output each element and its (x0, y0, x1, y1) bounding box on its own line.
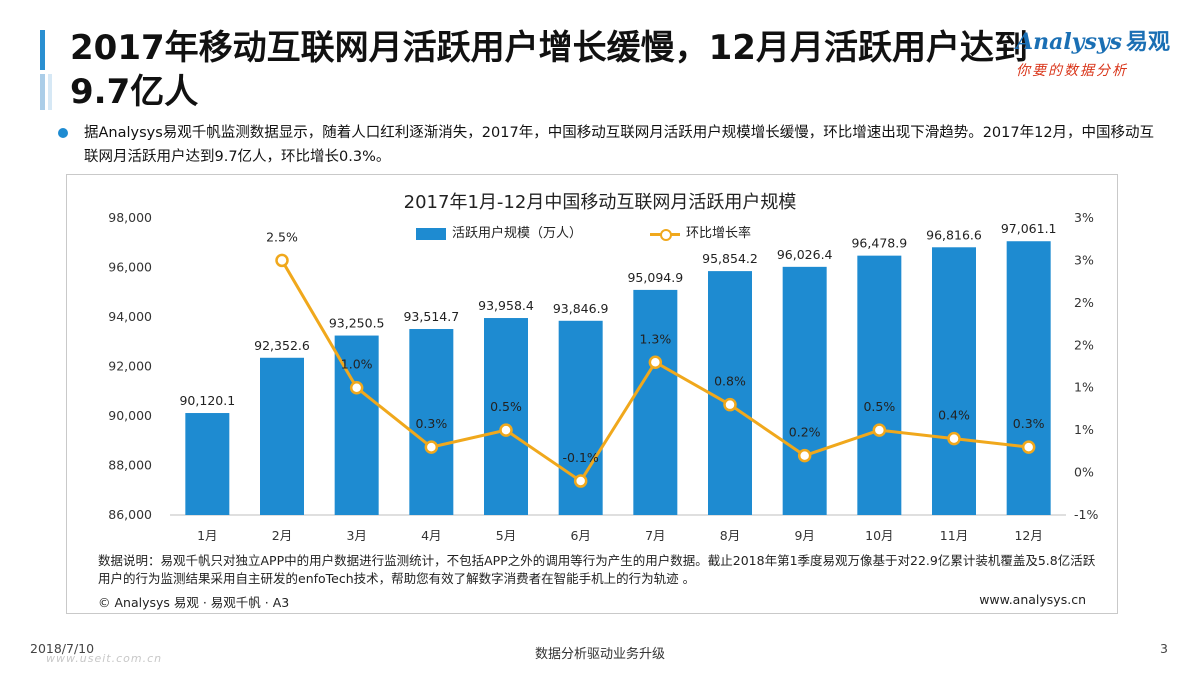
x-tick-label: 12月 (1014, 528, 1042, 543)
legend-bar: 活跃用户规模（万人） (416, 222, 582, 241)
bar-value-label: 90,120.1 (179, 393, 235, 408)
growth-rate-label: 0.5% (863, 399, 895, 414)
x-tick-label: 1月 (197, 528, 217, 543)
bar (409, 329, 454, 515)
y-right-tick-label: 3% (1074, 252, 1094, 267)
growth-rate-point (797, 448, 812, 463)
page-number: 3 (1160, 641, 1168, 656)
summary-text: 据Analysys易观千帆监测数据显示，随着人口红利逐渐消失，2017年，中国移… (84, 125, 1155, 165)
y-left-tick-label: 86,000 (108, 507, 152, 522)
bar-value-label: 93,958.4 (478, 298, 534, 313)
analysys-logo: Analysys 易观 你要的数据分析 (1016, 24, 1176, 84)
bar (484, 318, 528, 515)
growth-rate-point (723, 397, 737, 412)
y-left-tick-label: 94,000 (108, 309, 152, 324)
title-accent-bar (40, 30, 54, 110)
bar (260, 357, 304, 515)
watermark-url: www.useit.com.cn (46, 652, 163, 665)
y-right-tick-label: 1% (1074, 422, 1094, 437)
y-left-tick-label: 90,000 (108, 408, 152, 423)
bar (857, 255, 902, 516)
bar-value-label: 96,816.6 (926, 227, 982, 242)
chart-title: 2017年1月-12月中国移动互联网月活跃用户规模 (403, 192, 797, 213)
bar-value-label: 96,026.4 (777, 247, 833, 262)
legend-line-swatch (650, 228, 680, 241)
summary-block: 据Analysys易观千帆监测数据显示，随着人口红利逐渐消失，2017年，中国移… (58, 121, 1162, 169)
growth-rate-label: 0.4% (938, 408, 970, 423)
x-tick-label: 5月 (496, 528, 516, 543)
x-tick-label: 9月 (794, 528, 814, 543)
y-left-tick-label: 88,000 (108, 458, 152, 473)
y-right-tick-label: 2% (1074, 337, 1094, 352)
logo-brand: Analysys (1016, 29, 1123, 55)
y-right-tick-label: -1% (1074, 507, 1098, 522)
growth-rate-label: 0.3% (415, 416, 447, 431)
growth-rate-point (275, 253, 289, 268)
x-tick-label: 8月 (720, 528, 740, 543)
y-left-tick-label: 96,000 (108, 260, 152, 275)
y-left-tick-label: 98,000 (108, 210, 152, 225)
bar (185, 413, 230, 515)
legend-line: 环比增长率 (650, 222, 751, 241)
bar-value-label: 96,478.9 (851, 236, 907, 251)
growth-rate-label: 1.0% (341, 357, 373, 372)
y-right-tick-label: 3% (1074, 210, 1094, 225)
x-tick-label: 6月 (570, 528, 590, 543)
footer-slogan: 数据分析驱动业务升级 (534, 647, 665, 662)
growth-rate-label: 0.8% (714, 374, 746, 389)
x-tick-label: 2月 (272, 528, 292, 543)
y-left-tick-label: 92,000 (108, 359, 152, 374)
x-tick-label: 3月 (346, 528, 366, 543)
x-tick-label: 7月 (645, 528, 665, 543)
bar (932, 247, 976, 515)
bar (708, 271, 752, 515)
growth-rate-point (499, 423, 513, 437)
growth-rate-point (648, 355, 663, 370)
x-tick-label: 10月 (865, 528, 893, 543)
x-tick-label: 4月 (421, 528, 441, 543)
bar-value-label: 95,094.9 (627, 270, 683, 285)
bar-value-label: 95,854.2 (702, 251, 758, 266)
bar-value-label: 93,846.9 (553, 301, 609, 316)
bar-value-label: 93,250.5 (329, 316, 385, 331)
bar (782, 266, 827, 515)
growth-rate-point (1021, 440, 1036, 454)
growth-rate-label: 0.2% (789, 425, 821, 440)
x-tick-label: 11月 (940, 528, 968, 543)
logo-slogan: 你要的数据分析 (1016, 63, 1128, 79)
growth-rate-label: 0.3% (1013, 416, 1045, 431)
page-title: 2017年移动互联网月活跃用户增长缓慢，12月月活跃用户达到9.7亿人 (70, 28, 1028, 112)
y-right-tick-label: 2% (1074, 295, 1094, 310)
growth-rate-label: 1.3% (639, 331, 671, 346)
bar (1006, 241, 1051, 515)
logo-brand-cn: 易观 (1126, 30, 1171, 55)
legend-bar-label: 活跃用户规模（万人） (452, 226, 583, 241)
growth-rate-point (424, 440, 439, 454)
growth-rate-point (872, 423, 887, 437)
growth-rate-label: 2.5% (266, 229, 298, 244)
footer-date: 2018/7/10 (30, 641, 95, 656)
growth-rate-point (349, 380, 364, 395)
bar (633, 289, 678, 515)
y-right-tick-label: 1% (1074, 380, 1094, 395)
growth-rate-point (573, 474, 588, 488)
bullet-icon (58, 128, 68, 138)
bar-value-label: 93,514.7 (403, 309, 459, 324)
legend-line-label: 环比增长率 (686, 226, 752, 241)
copyright: © Analysys 易观 · 易观千帆 · A3 (98, 595, 290, 610)
growth-rate-label: -0.1% (563, 450, 599, 465)
bar-value-label: 92,352.6 (254, 338, 310, 353)
growth-rate-point (947, 431, 961, 446)
website-link[interactable]: www.analysys.cn (979, 592, 1086, 607)
bar-value-label: 97,061.1 (1001, 221, 1057, 236)
y-right-tick-label: 0% (1074, 465, 1094, 480)
growth-rate-label: 0.5% (490, 399, 522, 414)
data-footnote: 数据说明：易观千帆只对独立APP中的用户数据进行监测统计，不包括APP之外的调用… (98, 553, 1096, 586)
legend-bar-swatch (416, 227, 446, 240)
